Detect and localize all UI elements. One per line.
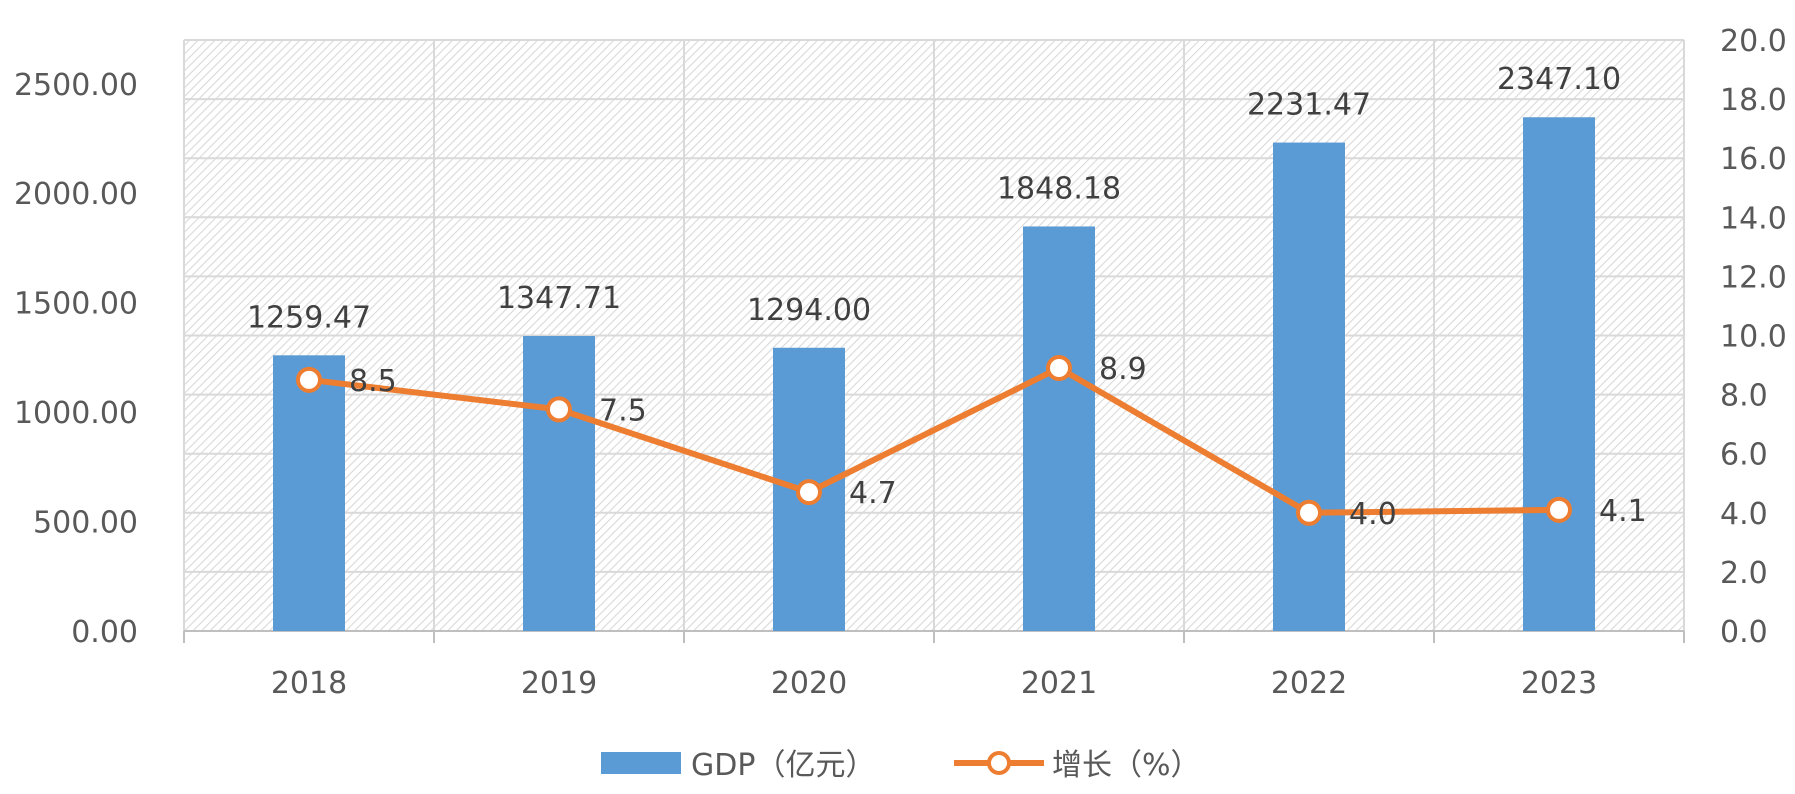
line-point	[1046, 355, 1072, 382]
bar	[1273, 142, 1345, 631]
legend-label-gdp: GDP（亿元）	[691, 748, 875, 783]
legend: GDP（亿元） 增长（%）	[601, 748, 1201, 783]
legend-label-growth: 增长（%）	[1052, 748, 1201, 783]
y-left-tick-label: 2500.00	[14, 68, 138, 103]
x-tick-label: 2021	[1021, 666, 1097, 701]
bar-value-label: 1347.71	[497, 281, 621, 316]
y-left-tick-label: 500.00	[33, 506, 138, 541]
grid	[183, 39, 1685, 632]
y-right-tick-label: 8.0	[1720, 379, 1768, 414]
line-value-label: 4.7	[849, 476, 897, 511]
x-tick-label: 2023	[1521, 666, 1597, 701]
bar	[273, 355, 345, 631]
axes: 2018 2019 2020 2021 2022 2023 0.00 500.00 1000.0…	[14, 24, 1787, 701]
bar-value-label: 2347.10	[1497, 62, 1621, 97]
y-right-tick-label: 16.0	[1720, 142, 1787, 177]
bar-value-label: 2231.47	[1247, 88, 1371, 123]
line-point	[1296, 499, 1322, 526]
line-series	[296, 355, 1572, 526]
y-right-tick-label: 10.0	[1720, 320, 1787, 355]
x-tick-label: 2020	[771, 666, 847, 701]
bar-value-label: 1294.00	[747, 293, 871, 328]
line-value-label: 7.5	[599, 393, 647, 428]
y-right-tick-label: 4.0	[1720, 497, 1768, 532]
bar	[1523, 117, 1595, 631]
line-value-label: 4.1	[1599, 494, 1647, 529]
y-right-tick-label: 14.0	[1720, 201, 1787, 236]
line-point	[1546, 496, 1572, 523]
bar	[1023, 226, 1095, 632]
legend-item-growth: 增长（%）	[954, 748, 1201, 783]
y-left-tick-label: 1000.00	[14, 396, 138, 431]
y-left-tick-label: 2000.00	[14, 177, 138, 212]
bar-value-label: 1848.18	[997, 171, 1121, 206]
y-right-tick-label: 20.0	[1720, 24, 1787, 59]
y-right-tick-label: 12.0	[1720, 260, 1787, 295]
legend-item-gdp: GDP（亿元）	[601, 748, 875, 783]
line-point	[796, 479, 822, 506]
x-tick-label: 2019	[521, 666, 597, 701]
y-right-tick-label: 0.0	[1720, 615, 1768, 650]
y-right-tick-label: 2.0	[1720, 556, 1768, 591]
line-point	[296, 366, 322, 393]
line-point	[546, 396, 572, 423]
growth-line	[308, 365, 1560, 516]
x-tick-label: 2018	[271, 666, 347, 701]
y-right-tick-label: 6.0	[1720, 438, 1768, 473]
line-value-label: 4.0	[1349, 497, 1397, 532]
y-left-tick-label: 1500.00	[14, 287, 138, 322]
bar-series	[273, 117, 1595, 632]
data-labels: 1259.47 1347.71 1294.00 1848.18 2231.47 2347.…	[247, 62, 1647, 532]
bar	[523, 336, 595, 631]
y-left-tick-label: 0.00	[71, 615, 138, 650]
line-value-label: 8.5	[349, 364, 397, 399]
x-tick-label: 2022	[1271, 666, 1347, 701]
legend-line-marker	[987, 751, 1011, 775]
line-value-label: 8.9	[1099, 352, 1147, 387]
y-right-tick-label: 18.0	[1720, 83, 1787, 118]
legend-bar-swatch	[601, 752, 681, 774]
bar-value-label: 1259.47	[247, 300, 371, 335]
